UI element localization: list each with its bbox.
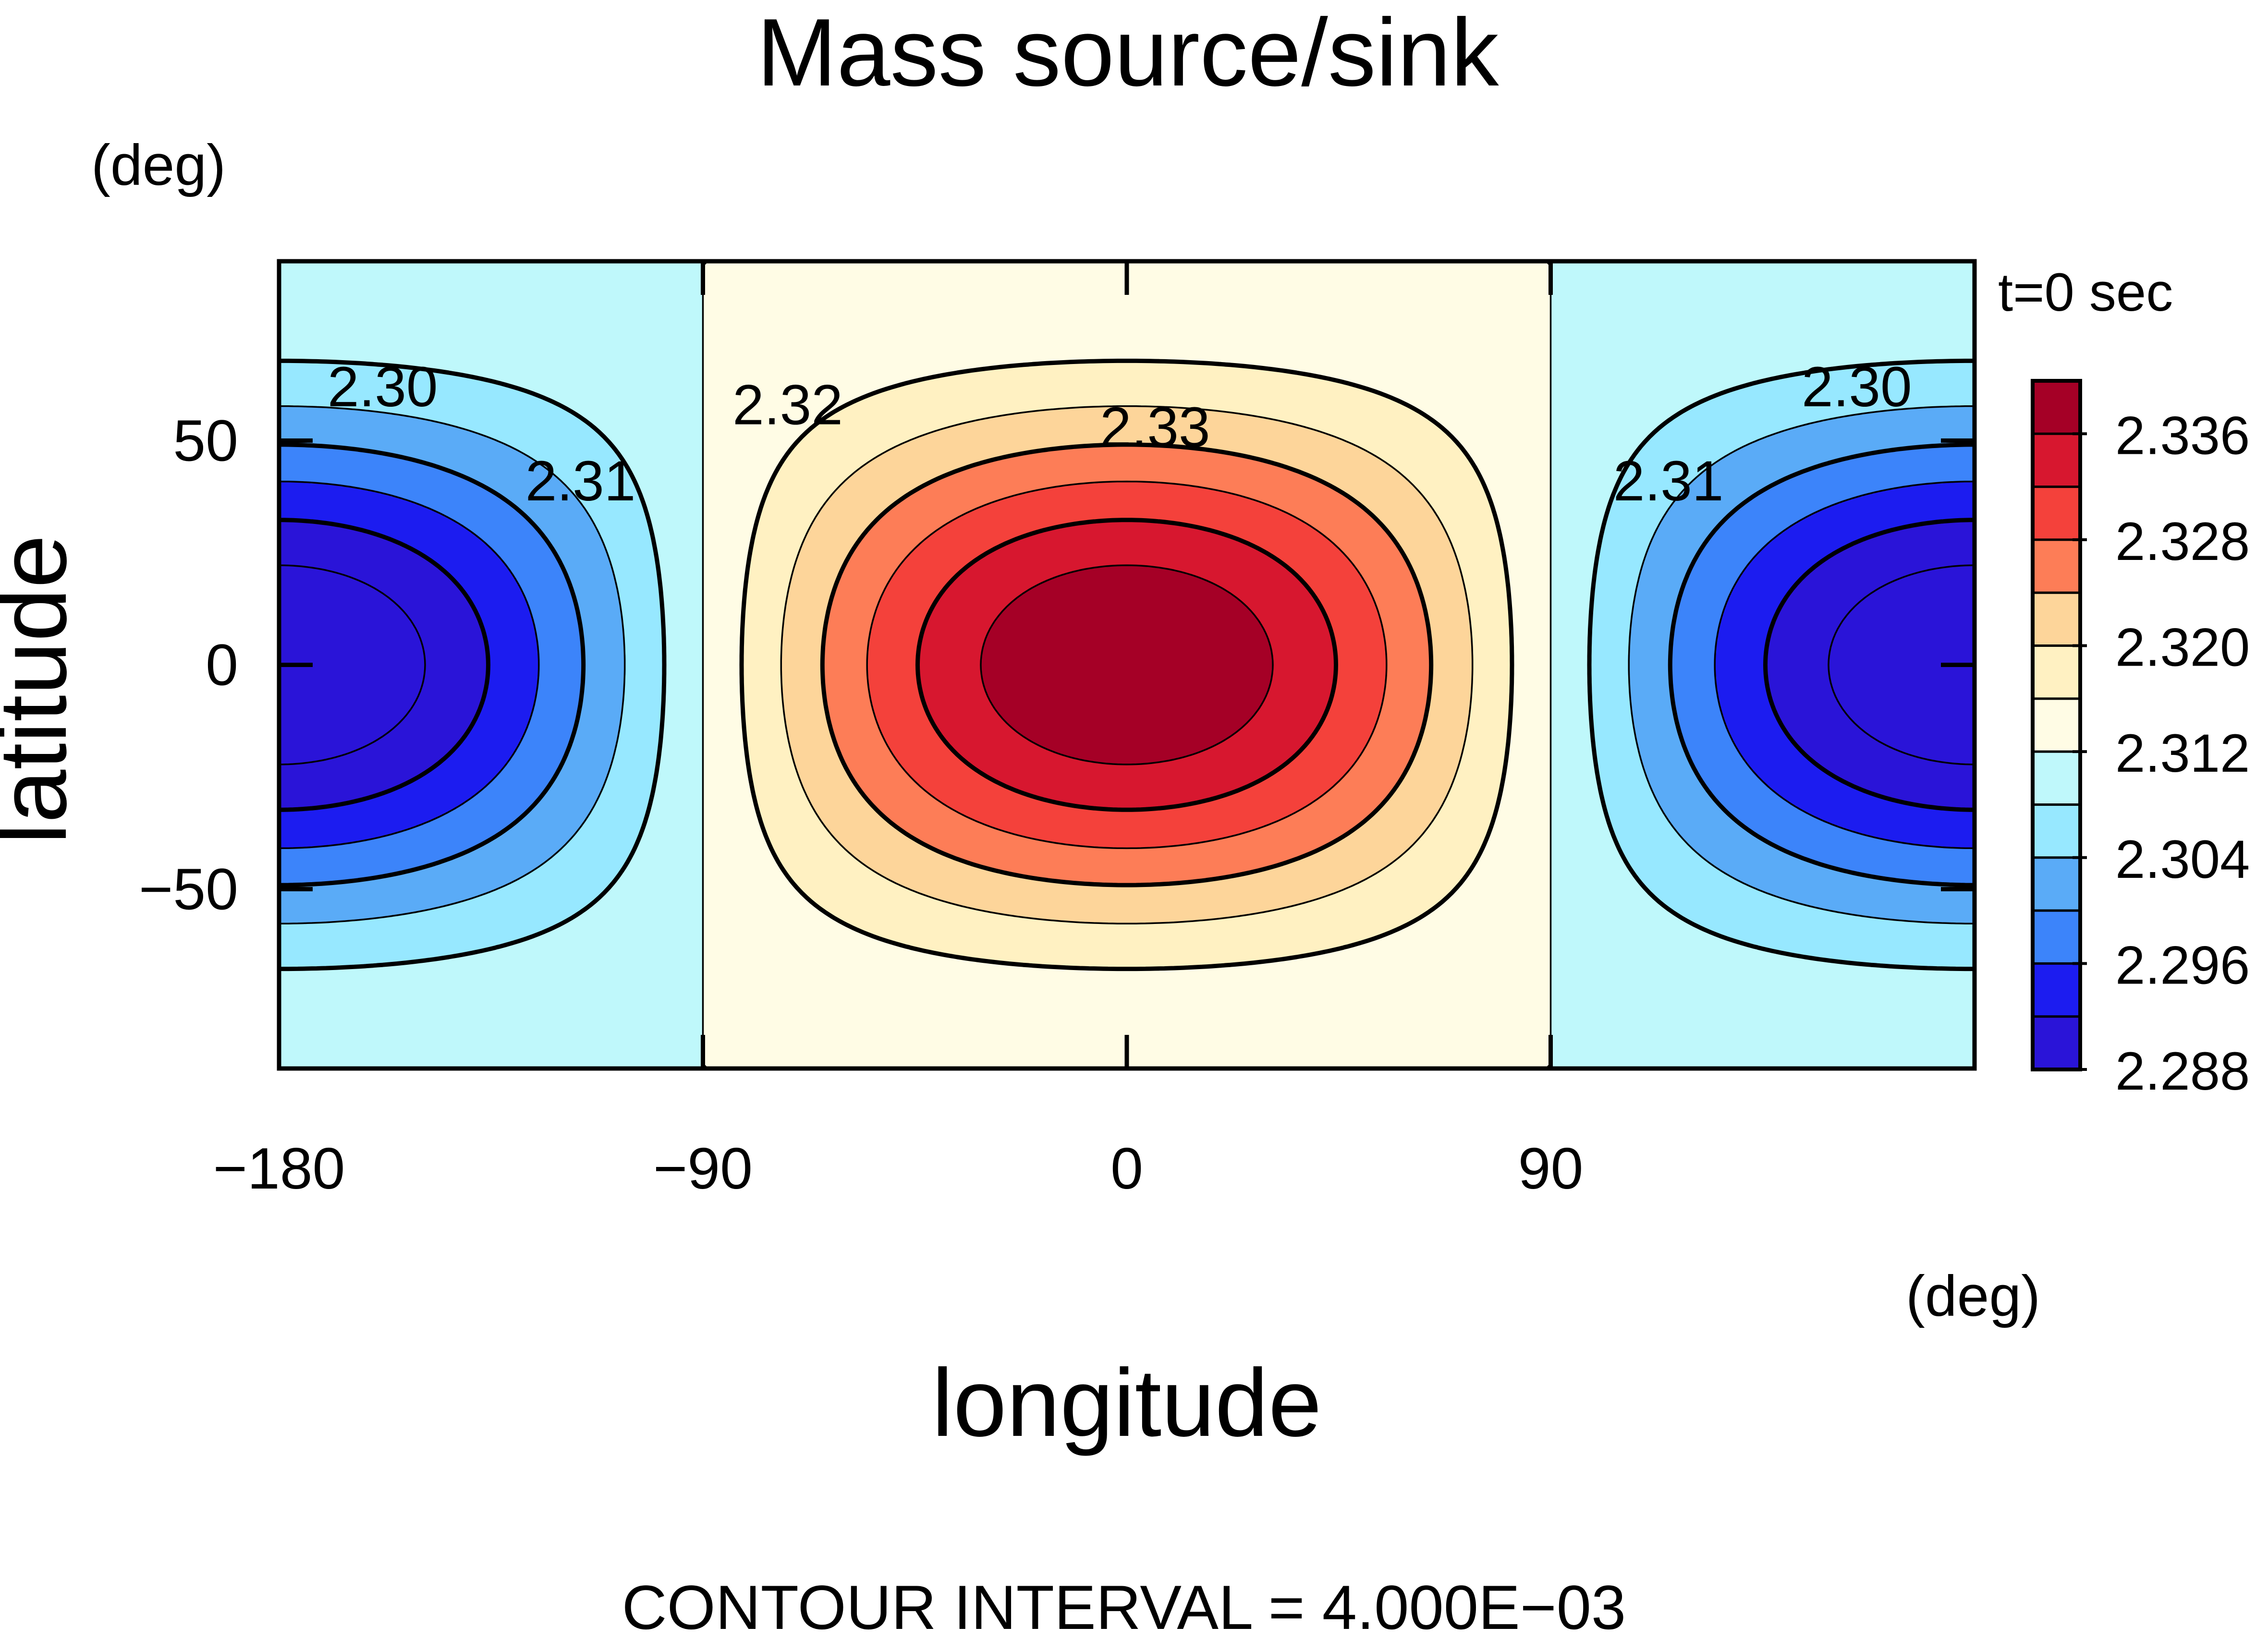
colorbar-swatch [2033,434,2080,487]
contour-label: 2.30 [1802,355,1912,419]
x-tick-label: −180 [213,1136,345,1201]
contour-labels: 2.30 2.31 2.32 2.33 2.31 2.30 [328,355,1912,513]
contour-lines [279,261,1975,1068]
contour-line-2.316 [739,358,1514,971]
contour-label: 2.32 [732,373,843,437]
contour-line-2.288 [279,564,1975,765]
colorbar-label: 2.304 [2115,829,2250,889]
colorbar-swatch [2033,804,2080,858]
x-axis-label: longitude [932,1349,1322,1457]
filled-contours [279,261,1975,1068]
contour-line-2.304 [279,405,1975,925]
contour-line-2.296 [279,480,1975,850]
field-shading [279,261,1975,1068]
contour-line-2.300 [279,442,1975,887]
y-tick-label: 0 [206,632,238,698]
colorbar-swatch [2033,381,2080,434]
colorbar-swatch [2033,911,2080,964]
contour-line-2.312 [702,261,1552,1068]
colorbar-label: 2.288 [2115,1041,2250,1101]
colorbar-swatch [2033,698,2080,752]
colorbar-label: 2.336 [2115,405,2250,465]
colorbar-frame [2031,379,2082,1071]
colorbar-label: 2.328 [2115,511,2250,571]
contour-line-2.292 [279,518,1975,812]
colorbar-swatch [2033,1016,2080,1070]
colorbar-swatch [2033,539,2080,593]
contour-label: 2.31 [525,449,636,513]
y-axis-label: latitude [0,535,86,845]
y-unit-label: (deg) [91,133,226,197]
time-label: t=0 sec [1998,262,2173,322]
colorbar-swatch [2033,963,2080,1017]
contour-line-2.324 [820,442,1434,887]
colorbar-swatch [2033,486,2080,540]
colorbar-swatch [2033,752,2080,805]
contour-line-2.336 [980,564,1274,765]
axis-ticks: −180 −90 0 90 50 0 −50 [139,261,1975,1201]
colorbar: 2.336 2.328 2.320 2.312 2.304 2.296 2.288 [2031,379,2250,1101]
y-tick-label: −50 [139,856,238,922]
colorbar-label: 2.296 [2115,935,2250,995]
contour-line-2.328 [866,480,1388,850]
x-tick-label: −90 [653,1136,753,1201]
colorbar-label: 2.320 [2115,618,2250,678]
colorbar-swatch [2033,593,2080,646]
x-unit-label: (deg) [1906,1264,2040,1328]
contour-label: 2.33 [1100,396,1210,459]
chart-title: Mass source/sink [757,0,1500,106]
contour-label: 2.31 [1613,449,1724,513]
contour-line-2.308 [279,358,1975,971]
x-tick-label: 90 [1518,1136,1584,1201]
colorbar-label: 2.312 [2115,723,2250,783]
contour-line-2.320 [780,405,1474,925]
x-tick-label: 0 [1110,1136,1143,1201]
y-tick-label: 50 [173,408,238,473]
contour-label: 2.30 [328,355,438,419]
colorbar-swatch [2033,857,2080,911]
colorbar-swatch [2033,645,2080,699]
contour-interval-label: CONTOUR INTERVAL = 4.000E−03 [622,1572,1626,1639]
contour-line-2.332 [915,518,1338,812]
